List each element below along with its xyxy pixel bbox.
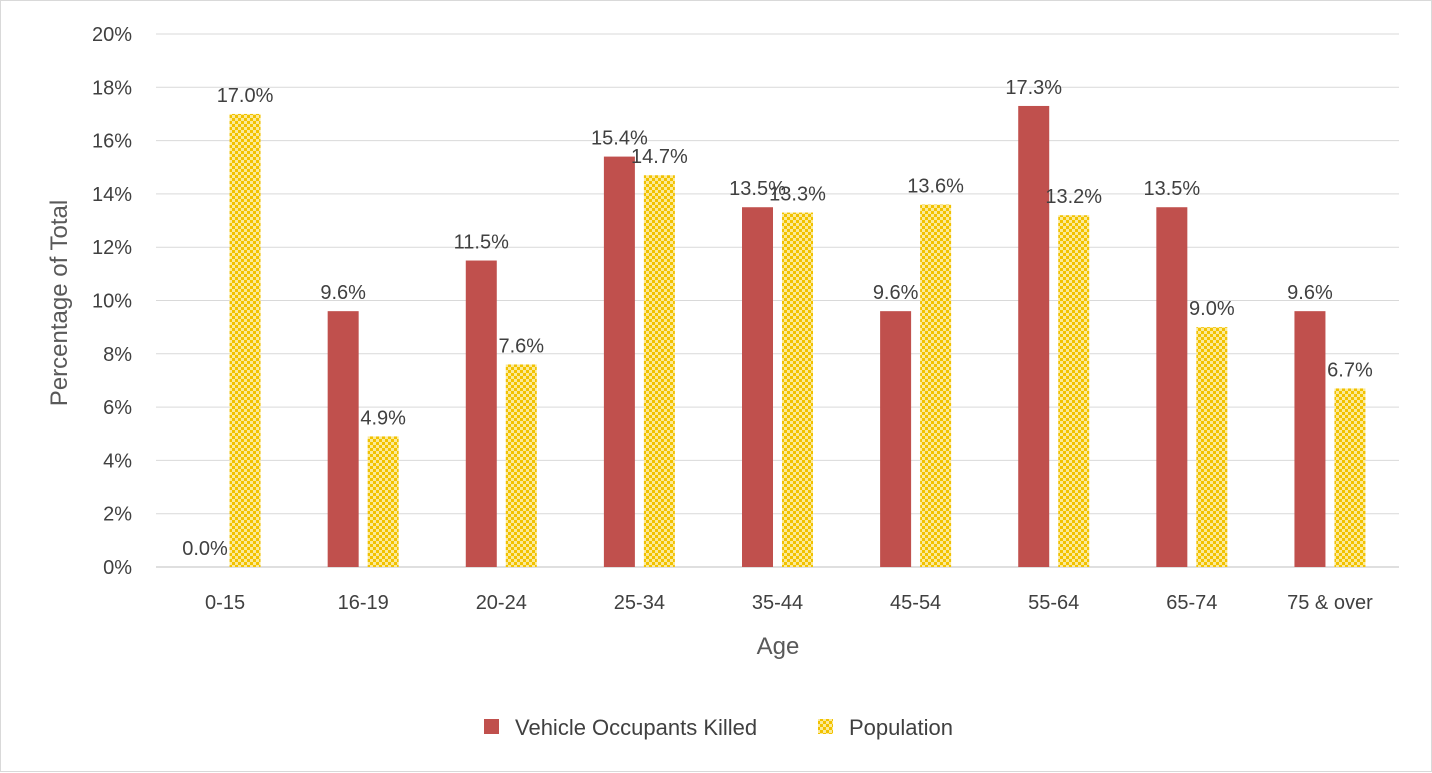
data-label-vehicle-occupants-killed-55-64: 17.3% <box>1005 77 1062 99</box>
x-axis-title: Age <box>757 633 800 660</box>
bar-vehicle-occupants-killed-20-24 <box>465 260 497 567</box>
y-tick-label: 10% <box>92 291 132 313</box>
legend-label-vehicle-occupants-killed: Vehicle Occupants Killed <box>515 715 757 740</box>
data-label-vehicle-occupants-killed-20-24: 11.5% <box>454 232 509 254</box>
data-label-population-16-19: 4.9% <box>360 407 406 429</box>
bar-vehicle-occupants-killed-16-19 <box>327 311 359 567</box>
x-axis-ticks: 0-15 16-19 20-24 25-34 35-44 45-54 55-64 65-74 7… <box>205 592 1373 614</box>
y-tick-label: 20% <box>92 24 132 46</box>
data-label-vehicle-occupants-killed-0-15: 0.0% <box>182 538 228 560</box>
bars <box>229 105 1366 567</box>
y-axis-title: Percentage of Total <box>46 200 73 406</box>
y-tick-label: 8% <box>103 344 132 366</box>
bar-population-75-and-over <box>1334 388 1366 567</box>
legend-swatch-vehicle-occupants-killed <box>484 719 499 734</box>
data-label-vehicle-occupants-killed-75-and-over: 9.6% <box>1287 282 1333 304</box>
y-tick-label: 0% <box>103 557 132 579</box>
x-tick-label-75-and-over: 75 & over <box>1287 592 1373 614</box>
bar-population-25-34 <box>643 175 675 567</box>
legend-label-population: Population <box>849 715 953 740</box>
bar-vehicle-occupants-killed-55-64 <box>1018 105 1050 567</box>
data-label-population-25-34: 14.7% <box>631 146 688 168</box>
bar-population-0-15 <box>229 113 261 567</box>
data-label-population-0-15: 17.0% <box>217 85 274 107</box>
x-tick-label-16-19: 16-19 <box>338 592 389 614</box>
gridlines <box>156 33 1399 568</box>
y-tick-label: 4% <box>103 450 132 472</box>
y-tick-label: 2% <box>103 504 132 526</box>
bar-vehicle-occupants-killed-25-34 <box>603 156 635 567</box>
legend: Vehicle Occupants Killed Population <box>484 715 953 740</box>
bar-vehicle-occupants-killed-45-54 <box>880 311 912 567</box>
y-tick-label: 12% <box>92 237 132 259</box>
x-tick-label-25-34: 25-34 <box>614 592 665 614</box>
y-tick-label: 14% <box>92 184 132 206</box>
data-label-population-55-64: 13.2% <box>1045 186 1102 208</box>
x-tick-label-20-24: 20-24 <box>476 592 527 614</box>
bar-population-20-24 <box>505 364 537 567</box>
bar-vehicle-occupants-killed-65-74 <box>1156 207 1188 567</box>
legend-swatch-population <box>818 719 833 734</box>
data-label-population-75-and-over: 6.7% <box>1327 359 1373 381</box>
bar-population-45-54 <box>920 204 952 567</box>
data-label-population-65-74: 9.0% <box>1189 298 1235 320</box>
data-labels: 0.0% 9.6% 11.5% 15.4% 13.5% 9.6% 17.3% 13.5% 9.6… <box>182 77 1373 560</box>
y-tick-label: 16% <box>92 131 132 153</box>
y-tick-label: 18% <box>92 77 132 99</box>
data-label-population-20-24: 7.6% <box>498 335 544 357</box>
x-tick-label-35-44: 35-44 <box>752 592 803 614</box>
bar-population-35-44 <box>782 212 813 567</box>
data-label-vehicle-occupants-killed-25-34: 15.4% <box>591 128 648 150</box>
x-tick-label-65-74: 65-74 <box>1166 592 1217 614</box>
bar-vehicle-occupants-killed-75-and-over <box>1294 311 1326 567</box>
x-tick-label-45-54: 45-54 <box>890 592 941 614</box>
y-tick-label: 6% <box>103 397 132 419</box>
data-label-vehicle-occupants-killed-16-19: 9.6% <box>320 282 366 304</box>
data-label-vehicle-occupants-killed-45-54: 9.6% <box>873 282 919 304</box>
data-label-vehicle-occupants-killed-35-44: 13.5% <box>729 178 786 200</box>
x-tick-label-0-15: 0-15 <box>205 592 245 614</box>
bar-population-55-64 <box>1058 215 1090 567</box>
bar-vehicle-occupants-killed-35-44 <box>742 207 773 567</box>
data-label-population-45-54: 13.6% <box>907 176 964 198</box>
bar-population-16-19 <box>367 436 399 567</box>
y-axis-ticks: 0% 2% 4% 6% 8% 10% 12% 14% 16% 18% 20% <box>92 24 132 579</box>
bar-population-65-74 <box>1196 327 1228 567</box>
data-label-population-35-44: 13.3% <box>769 184 826 206</box>
data-label-vehicle-occupants-killed-65-74: 13.5% <box>1143 178 1200 200</box>
x-tick-label-55-64: 55-64 <box>1028 592 1079 614</box>
